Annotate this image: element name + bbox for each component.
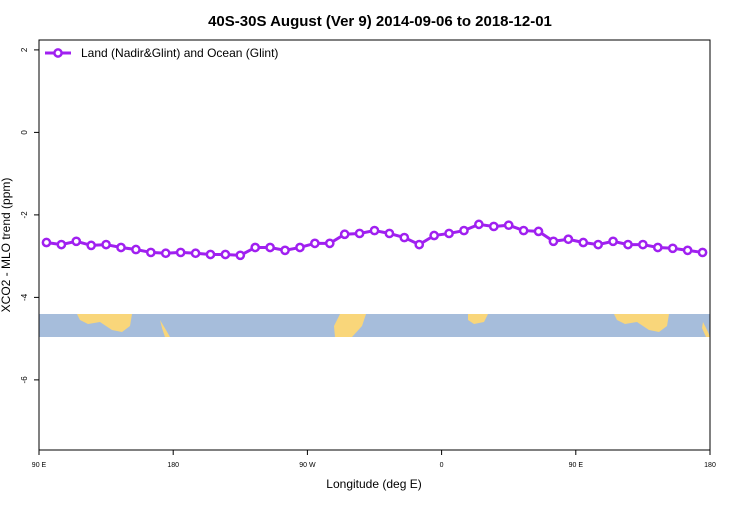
data-point — [235, 250, 246, 261]
data-point — [280, 245, 290, 256]
land — [77, 314, 132, 332]
data-point — [548, 236, 559, 247]
land — [334, 314, 366, 337]
legend-marker — [53, 48, 63, 58]
data-point — [459, 225, 469, 236]
data-point — [667, 243, 678, 254]
chart-title: 40S-30S August (Ver 9) 2014-09-06 to 201… — [208, 13, 552, 30]
data-point — [369, 225, 380, 236]
data-point — [145, 247, 156, 258]
data-point — [56, 239, 67, 250]
data-point — [399, 232, 410, 243]
data-point — [414, 239, 425, 250]
data-point — [205, 249, 216, 260]
x-tick-label: 180 — [704, 462, 716, 469]
x-tick-label: 0 — [440, 462, 444, 469]
x-tick-label: 180 — [167, 462, 179, 469]
data-point — [41, 237, 52, 248]
data-point — [295, 242, 305, 253]
data-point — [429, 230, 439, 241]
data-point — [101, 239, 111, 250]
data-point — [160, 248, 171, 259]
data-point — [310, 238, 320, 249]
map-band — [39, 314, 710, 337]
data-point — [71, 236, 82, 247]
data-point — [339, 229, 350, 240]
x-tick-label: 90 W — [299, 462, 316, 469]
data-point — [503, 220, 514, 231]
data-point — [488, 221, 499, 232]
y-tick-label: 2 — [20, 47, 29, 52]
data-point — [474, 219, 484, 230]
data-point — [265, 242, 275, 253]
data-point — [250, 242, 261, 253]
land — [614, 314, 669, 332]
data-point — [533, 226, 544, 237]
data-point — [697, 247, 708, 258]
data-point — [324, 238, 335, 249]
data-point — [354, 228, 365, 239]
y-tick-label: -4 — [20, 293, 29, 301]
x-tick-label: 90 E — [569, 462, 584, 469]
data-point — [220, 249, 231, 260]
data-point — [638, 239, 648, 250]
data-point — [175, 247, 186, 258]
data-point — [652, 242, 663, 253]
land — [702, 322, 710, 337]
data-point — [384, 228, 395, 239]
data-point — [563, 234, 574, 245]
data-point — [86, 240, 97, 251]
land — [160, 320, 170, 337]
data-point — [444, 228, 454, 239]
ocean — [39, 314, 710, 337]
x-tick-label: 90 E — [32, 462, 47, 469]
y-tick-label: 0 — [20, 130, 29, 135]
data-point — [116, 242, 126, 253]
data-point — [682, 245, 693, 256]
data-point — [623, 239, 633, 250]
land — [468, 314, 488, 324]
data-point — [608, 236, 618, 247]
legend-label: Land (Nadir&Glint) and Ocean (Glint) — [81, 46, 278, 60]
data-point — [190, 248, 201, 259]
data-point — [518, 225, 529, 236]
data-point — [131, 244, 141, 255]
plot-frame — [38, 39, 711, 451]
data-point — [578, 237, 589, 248]
y-axis-label: XCO2 - MLO trend (ppm) — [0, 178, 13, 313]
y-tick-label: -6 — [20, 376, 29, 384]
x-axis-label: Longitude (deg E) — [326, 477, 421, 491]
y-tick-label: -2 — [20, 211, 29, 219]
data-point — [593, 239, 604, 250]
